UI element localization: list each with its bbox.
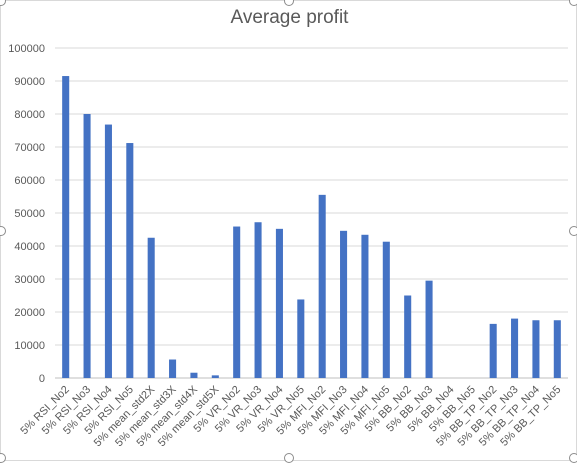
bar xyxy=(275,228,283,378)
bar xyxy=(62,76,70,379)
bar xyxy=(83,114,91,378)
resize-handle-middle-right[interactable] xyxy=(569,226,577,236)
bar xyxy=(532,320,540,378)
bar xyxy=(425,280,433,378)
resize-handle-bottom-right[interactable] xyxy=(569,453,577,463)
resize-handle-middle-left[interactable] xyxy=(0,226,6,236)
resize-handle-top-right[interactable] xyxy=(569,0,577,6)
bar xyxy=(340,230,348,378)
y-tick-label: 30000 xyxy=(14,274,45,286)
y-tick-label: 60000 xyxy=(14,175,45,187)
bar xyxy=(382,241,390,378)
bar xyxy=(211,375,219,378)
bar xyxy=(104,124,112,378)
bar xyxy=(318,194,326,378)
y-tick-label: 70000 xyxy=(14,142,45,154)
y-tick-label: 50000 xyxy=(14,208,45,220)
bar xyxy=(254,222,262,378)
y-tick-label: 10000 xyxy=(14,340,45,352)
y-tick-label: 20000 xyxy=(14,307,45,319)
y-tick-label: 90000 xyxy=(14,76,45,88)
chart-title: Average profit xyxy=(230,7,349,28)
y-tick-label: 0 xyxy=(39,373,45,385)
bar xyxy=(190,372,198,378)
bar xyxy=(553,320,561,378)
resize-handle-top-left[interactable] xyxy=(0,0,6,6)
bar xyxy=(404,295,412,378)
bar xyxy=(361,234,369,378)
y-tick-label: 100000 xyxy=(8,43,45,55)
bar xyxy=(511,318,519,378)
resize-handle-top-center[interactable] xyxy=(284,0,294,6)
bar xyxy=(233,226,241,378)
bar xyxy=(489,323,497,378)
y-tick-label: 80000 xyxy=(14,109,45,121)
bar xyxy=(169,359,177,378)
y-tick-label: 40000 xyxy=(14,241,45,253)
bar xyxy=(147,237,155,378)
bar xyxy=(126,143,134,378)
resize-handle-bottom-center[interactable] xyxy=(284,453,294,463)
bar xyxy=(297,299,305,378)
